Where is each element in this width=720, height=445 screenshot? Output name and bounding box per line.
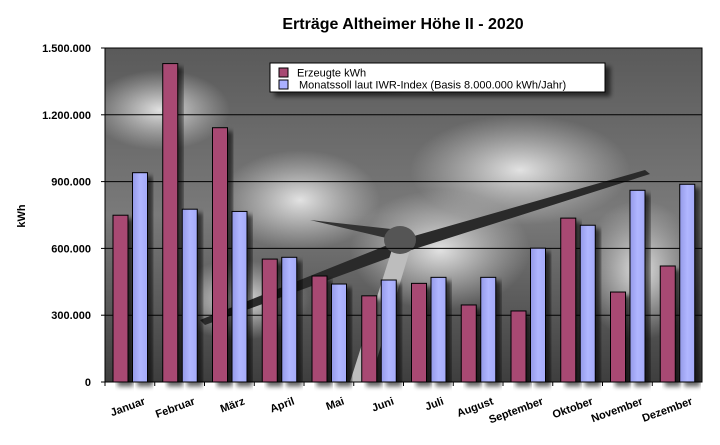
bar-monatssoll [679,183,696,383]
bar-monatssoll [281,256,298,383]
x-tick-label: Februar [154,395,197,421]
bar-erzeugt [510,310,527,383]
bar-monatssoll [430,276,447,383]
gridlines [105,114,702,316]
bar-erzeugt [460,304,477,383]
x-tick-label: März [219,395,247,415]
bar-erzeugt [112,214,129,383]
bar-erzeugt [659,265,676,383]
bar-monatssoll [480,276,497,383]
legend-label: Erzeugte kWh [297,68,366,80]
bar-monatssoll [231,210,248,383]
x-tick-label: Dezember [641,395,695,425]
x-tick-label: Mai [325,396,346,414]
legend-swatch [278,67,289,78]
legend [269,62,606,93]
bar-erzeugt [610,291,626,383]
bar-erzeugt [162,63,179,383]
x-tick-label: Oktober [551,395,595,421]
bar-erzeugt [261,258,278,383]
bar-monatssoll [132,172,148,383]
bar-erzeugt [212,127,228,383]
bar-monatssoll [380,279,397,383]
bar-erzeugt [411,282,427,383]
y-tick-label: 600.000 [51,243,91,255]
x-tick-label: April [268,396,296,416]
x-axis: Januar Februar März April Mai Juni Juli AugustS… [104,382,695,426]
x-tick-label: November [590,395,645,425]
y-tick-label: 1.200.000 [42,110,91,122]
bar-monatssoll [629,189,646,383]
legend-swatch [278,79,289,90]
bar-erzeugt [311,275,328,383]
bar-monatssoll [331,283,347,383]
y-axis-label: kWh [16,204,28,228]
y-tick-label: 300.000 [51,310,91,322]
x-tick-label: Januar [109,395,148,419]
bar-erzeugt [560,217,577,383]
x-tick-label: September [487,395,545,426]
bar-monatssoll [579,224,596,383]
bar-erzeugt [361,295,378,383]
bars [112,63,696,383]
bar-monatssoll [530,247,546,383]
y-tick-label: 900.000 [51,177,91,189]
bar-monatssoll [181,208,198,383]
chart-title: Erträge Altheimer Höhe II - 2020 [282,16,523,33]
y-tick-label: 0 [85,377,91,389]
y-axis: 0 300.000 600.000 900.000 1.200.000 1.500.000 [42,43,105,389]
x-tick-label: Juni [370,396,395,415]
y-tick-label: 1.500.000 [42,43,91,55]
x-tick-label: Juli [423,396,445,414]
legend-label: Monatssoll laut IWR-Index (Basis 8.000.0… [299,80,566,92]
